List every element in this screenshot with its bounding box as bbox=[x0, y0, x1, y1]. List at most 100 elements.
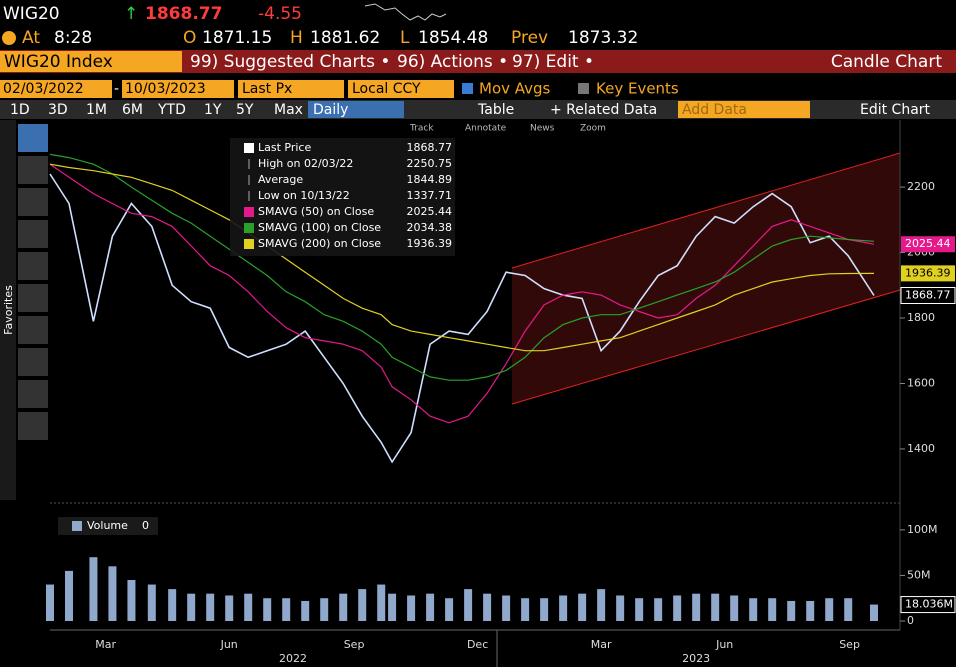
end-box[interactable] bbox=[122, 80, 234, 98]
volume-bar bbox=[358, 589, 367, 621]
sma50-label: 2025.44 bbox=[905, 237, 951, 250]
key-events[interactable]: Key Events bbox=[596, 80, 679, 98]
menu-item[interactable]: 97) Edit • bbox=[512, 52, 594, 72]
x-tick-label: Mar bbox=[591, 638, 612, 651]
tool-button[interactable] bbox=[18, 156, 48, 184]
y-tick-label: 1800 bbox=[907, 311, 935, 324]
mov-avgs[interactable]: Mov Avgs bbox=[479, 80, 551, 98]
period-button[interactable]: 6M bbox=[122, 102, 143, 118]
field[interactable]: Last Px bbox=[242, 81, 292, 97]
add-data[interactable]: Add Data bbox=[682, 102, 747, 118]
volume-bar bbox=[635, 598, 644, 621]
period-button[interactable]: 3D bbox=[48, 102, 68, 118]
security-box[interactable] bbox=[0, 51, 182, 72]
field-box[interactable] bbox=[238, 80, 344, 98]
related-data[interactable]: + Related Data bbox=[550, 102, 657, 118]
table-button[interactable]: Table bbox=[477, 102, 514, 118]
trend-channel bbox=[512, 153, 900, 404]
volume-bar bbox=[263, 598, 272, 621]
tool-button[interactable] bbox=[18, 348, 48, 376]
volume-bar bbox=[559, 595, 568, 621]
legend: Last Price 1868.77 High on 02/03/22 2250.75… bbox=[230, 138, 455, 256]
period-button[interactable]: YTD bbox=[157, 102, 186, 118]
start-date[interactable]: 02/03/2022 bbox=[3, 81, 84, 97]
volume-bar bbox=[445, 598, 454, 621]
volume-bar bbox=[108, 566, 117, 621]
volume-bar bbox=[147, 584, 156, 621]
volume-bar bbox=[282, 598, 291, 621]
x-tick-label: Jun bbox=[220, 638, 238, 651]
volume-bar bbox=[464, 589, 473, 621]
x-tick-label: Mar bbox=[95, 638, 116, 651]
edit-chart[interactable]: Edit Chart bbox=[860, 102, 931, 118]
menu-bar bbox=[0, 50, 956, 73]
tool-button[interactable] bbox=[18, 316, 48, 344]
period-button[interactable]: Max bbox=[274, 102, 303, 118]
volume-bar bbox=[89, 557, 98, 621]
volume-bar bbox=[870, 604, 878, 621]
legend-name: SMAVG (50) on Close bbox=[258, 205, 374, 218]
sidebar-label: Favorites bbox=[2, 285, 15, 335]
period-button[interactable]: 1M bbox=[86, 102, 107, 118]
volume-bar bbox=[597, 589, 606, 621]
start-box[interactable] bbox=[0, 80, 112, 98]
period-button[interactable]: 1Y bbox=[204, 102, 222, 118]
volume-bar bbox=[301, 600, 310, 621]
ticker: WIG20 bbox=[3, 4, 60, 24]
volume-bar bbox=[187, 593, 196, 621]
channel-line bbox=[511, 152, 901, 269]
moving-average bbox=[49, 153, 875, 381]
tool-button[interactable] bbox=[18, 124, 48, 152]
chart-tool[interactable]: Zoom bbox=[580, 124, 606, 134]
volume-bar bbox=[127, 579, 136, 621]
high: 1881.62 bbox=[310, 28, 380, 48]
period-button[interactable]: 5Y bbox=[236, 102, 254, 118]
volume-bar bbox=[768, 598, 777, 621]
tool-button[interactable] bbox=[18, 284, 48, 312]
menu-item[interactable]: 99) Suggested Charts • bbox=[190, 52, 390, 72]
y-tick-label: 100M bbox=[907, 523, 938, 536]
tool-button[interactable] bbox=[18, 412, 48, 440]
tool-button[interactable] bbox=[18, 220, 48, 248]
chart-tool[interactable]: Track bbox=[409, 124, 434, 134]
chart-tool[interactable]: News bbox=[530, 124, 555, 134]
last-price-label: 1868.77 bbox=[905, 289, 951, 302]
chart-tool[interactable]: Annotate bbox=[465, 124, 507, 134]
volume-bar bbox=[521, 598, 530, 621]
volume-bar bbox=[46, 584, 54, 621]
menu-item[interactable]: 96) Actions • bbox=[397, 52, 508, 72]
drawing-tools bbox=[18, 124, 48, 440]
moving-average bbox=[49, 163, 875, 424]
legend-swatch bbox=[244, 143, 254, 153]
low: 1854.48 bbox=[418, 28, 488, 48]
volume-bar bbox=[206, 593, 215, 621]
y-tick-label: 1600 bbox=[907, 376, 935, 389]
security[interactable]: WIG20 Index bbox=[4, 52, 113, 72]
chart-type: Candle Chart bbox=[831, 52, 942, 72]
end-date[interactable]: 10/03/2023 bbox=[125, 81, 206, 97]
tool-button[interactable] bbox=[18, 252, 48, 280]
add-data-box[interactable] bbox=[678, 101, 810, 118]
volume-bar bbox=[540, 598, 549, 621]
tool-button[interactable] bbox=[18, 380, 48, 408]
legend-value: 2250.75 bbox=[407, 157, 453, 170]
volume-bar bbox=[578, 593, 587, 621]
legend-value: 2034.38 bbox=[407, 221, 453, 234]
x-tick-label: Jun bbox=[715, 638, 733, 651]
period-button[interactable]: 1D bbox=[10, 102, 30, 118]
volume-bar bbox=[244, 593, 253, 621]
currency[interactable]: Local CCY bbox=[352, 81, 421, 97]
volume-bar bbox=[749, 598, 758, 621]
tool-button[interactable] bbox=[18, 188, 48, 216]
volume-bar bbox=[320, 598, 329, 621]
frequency[interactable]: Daily bbox=[313, 102, 348, 118]
frequency-box[interactable] bbox=[308, 101, 404, 118]
dash: - bbox=[114, 81, 119, 97]
time: 8:28 bbox=[54, 28, 92, 48]
legend-name: Last Price bbox=[258, 141, 311, 154]
currency-box[interactable] bbox=[348, 80, 454, 98]
checkbox[interactable] bbox=[578, 83, 589, 94]
volume-bar bbox=[825, 598, 834, 621]
checkbox[interactable] bbox=[462, 83, 473, 94]
